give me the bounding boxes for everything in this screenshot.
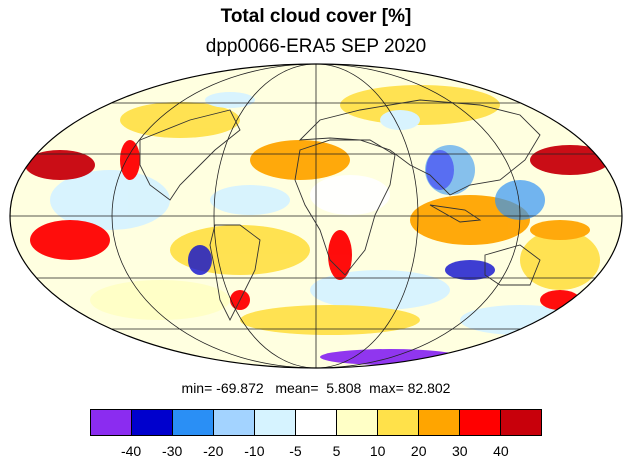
graticule [10, 64, 622, 368]
colorbar-tick-label: 5 [332, 443, 341, 459]
colorbar-swatch [132, 410, 173, 435]
map-field [10, 64, 622, 368]
colorbar-tick-label: 40 [493, 443, 509, 459]
map-subtitle: dpp0066-ERA5 SEP 2020 [205, 36, 427, 57]
mean-value: 5.808 [326, 380, 362, 396]
statistics-line: min= -69.872 mean= 5.808 max= 82.802 [0, 380, 632, 396]
colorbar-tick-label: 20 [410, 443, 427, 459]
colorbar-swatch [378, 410, 419, 435]
colorbar [90, 409, 542, 436]
colorbar-tick-label: 10 [369, 443, 386, 459]
colorbar-swatch [255, 410, 296, 435]
max-value: 82.802 [407, 380, 451, 396]
colorbar-swatch [214, 410, 255, 435]
globe-outline [9, 63, 623, 369]
min-value: -69.872 [216, 380, 264, 396]
max-label: max= [369, 380, 404, 396]
map-title: Total cloud cover [%] [220, 6, 412, 27]
colorbar-tick-label: -10 [244, 443, 265, 459]
colorbar-tick-label: -40 [120, 443, 142, 459]
colorbar-swatch [173, 410, 214, 435]
colorbar-tick-label: -20 [203, 443, 224, 459]
colorbar-swatch [460, 410, 501, 435]
colorbar-ticks: -40 -30 -20 -10 -5 5 10 20 30 40 [0, 443, 632, 463]
min-label: min= [181, 380, 213, 396]
colorbar-swatch [337, 410, 378, 435]
colorbar-swatch [419, 410, 460, 435]
colorbar-tick-label: -30 [162, 443, 183, 459]
colorbar-tick-label: -5 [289, 443, 302, 459]
colorbar-swatch [91, 410, 132, 435]
colorbar-swatch [296, 410, 337, 435]
colorbar-tick-label: 30 [452, 443, 468, 459]
mean-label: mean= [275, 380, 319, 396]
colorbar-swatch [501, 410, 541, 435]
coastlines [139, 99, 541, 322]
